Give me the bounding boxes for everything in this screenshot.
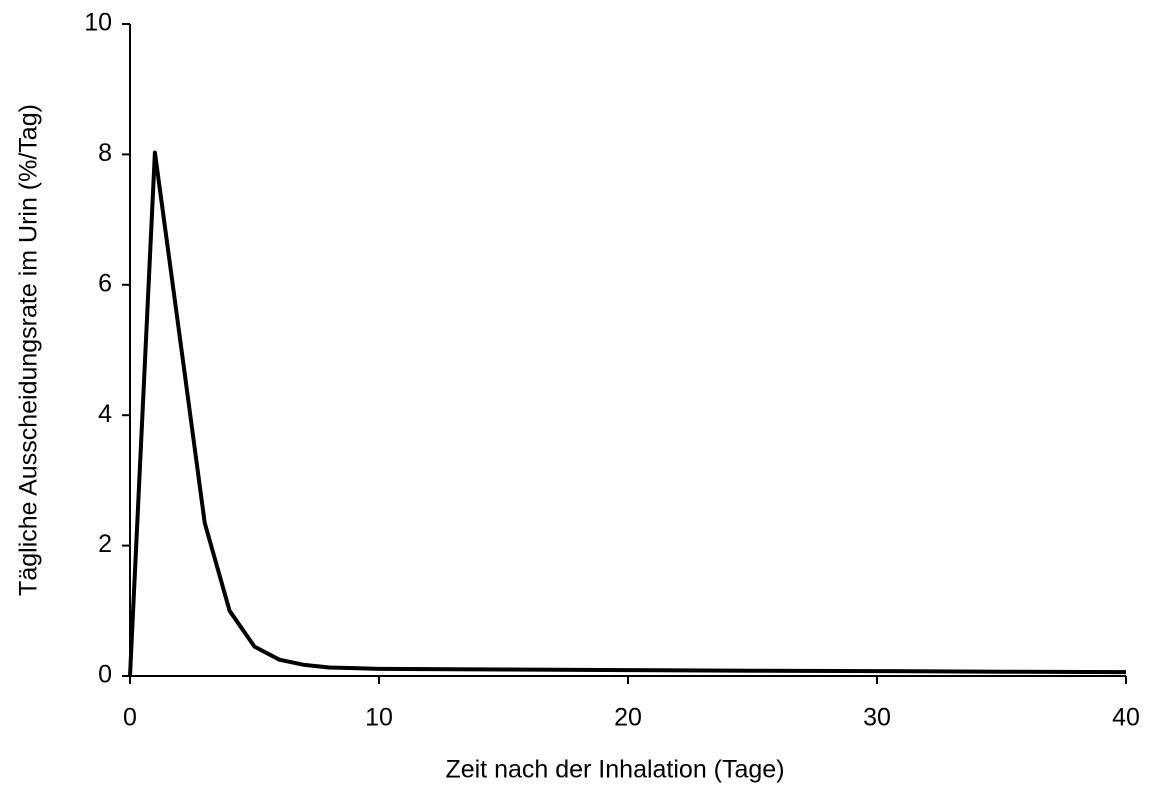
y-tick-label: 10 bbox=[84, 9, 112, 37]
y-axis-label: Tägliche Ausscheidungsrate im Urin (%/Ta… bbox=[15, 104, 43, 596]
x-tick-label: 10 bbox=[365, 704, 393, 732]
y-tick-label: 4 bbox=[98, 400, 112, 428]
x-tick-label: 30 bbox=[863, 704, 891, 732]
y-tick-label: 2 bbox=[98, 530, 112, 558]
y-tick-label: 6 bbox=[98, 269, 112, 297]
y-tick-label: 0 bbox=[98, 661, 112, 689]
y-tick-label: 8 bbox=[98, 139, 112, 167]
x-tick-label: 20 bbox=[614, 704, 642, 732]
x-tick-label: 0 bbox=[123, 704, 137, 732]
x-tick-label: 40 bbox=[1112, 704, 1140, 732]
data-line bbox=[128, 150, 1127, 677]
x-axis-label: Zeit nach der Inhalation (Tage) bbox=[445, 756, 784, 784]
